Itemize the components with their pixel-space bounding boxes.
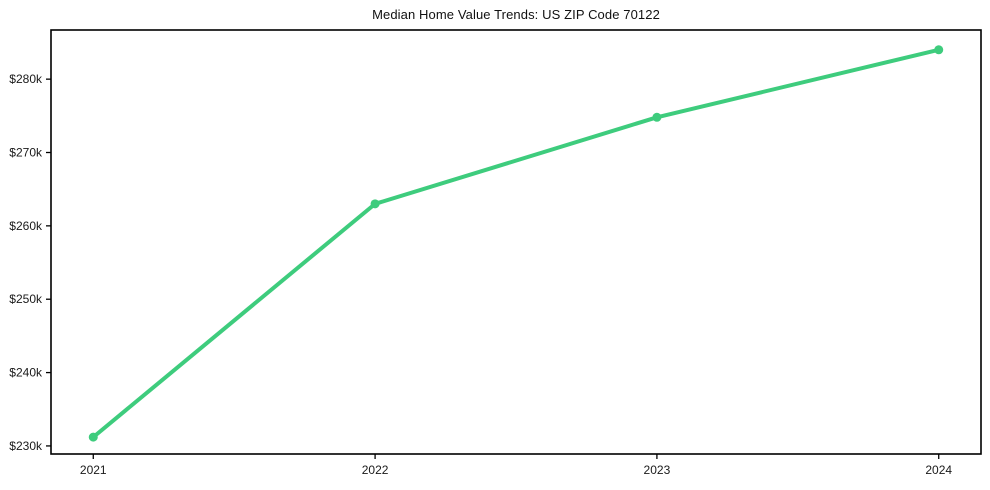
- chart-title: Median Home Value Trends: US ZIP Code 70…: [372, 7, 660, 22]
- y-tick-label: $260k: [9, 219, 43, 233]
- trend-line: [91, 47, 941, 440]
- data-point-marker: [934, 45, 944, 55]
- data-point-marker: [652, 112, 662, 122]
- y-tick-label: $270k: [9, 146, 43, 160]
- x-tick-label: 2023: [644, 463, 671, 477]
- data-point-marker: [88, 432, 98, 442]
- x-tick-label: 2021: [80, 463, 107, 477]
- data-point-marker: [370, 199, 380, 209]
- y-tick-label: $250k: [9, 292, 43, 306]
- x-tick-label: 2022: [362, 463, 389, 477]
- x-tick-label: 2024: [925, 463, 952, 477]
- y-tick-label: $280k: [9, 72, 43, 86]
- y-tick-label: $240k: [9, 366, 43, 380]
- plot-frame: [50, 29, 982, 455]
- y-tick-label: $230k: [9, 439, 43, 453]
